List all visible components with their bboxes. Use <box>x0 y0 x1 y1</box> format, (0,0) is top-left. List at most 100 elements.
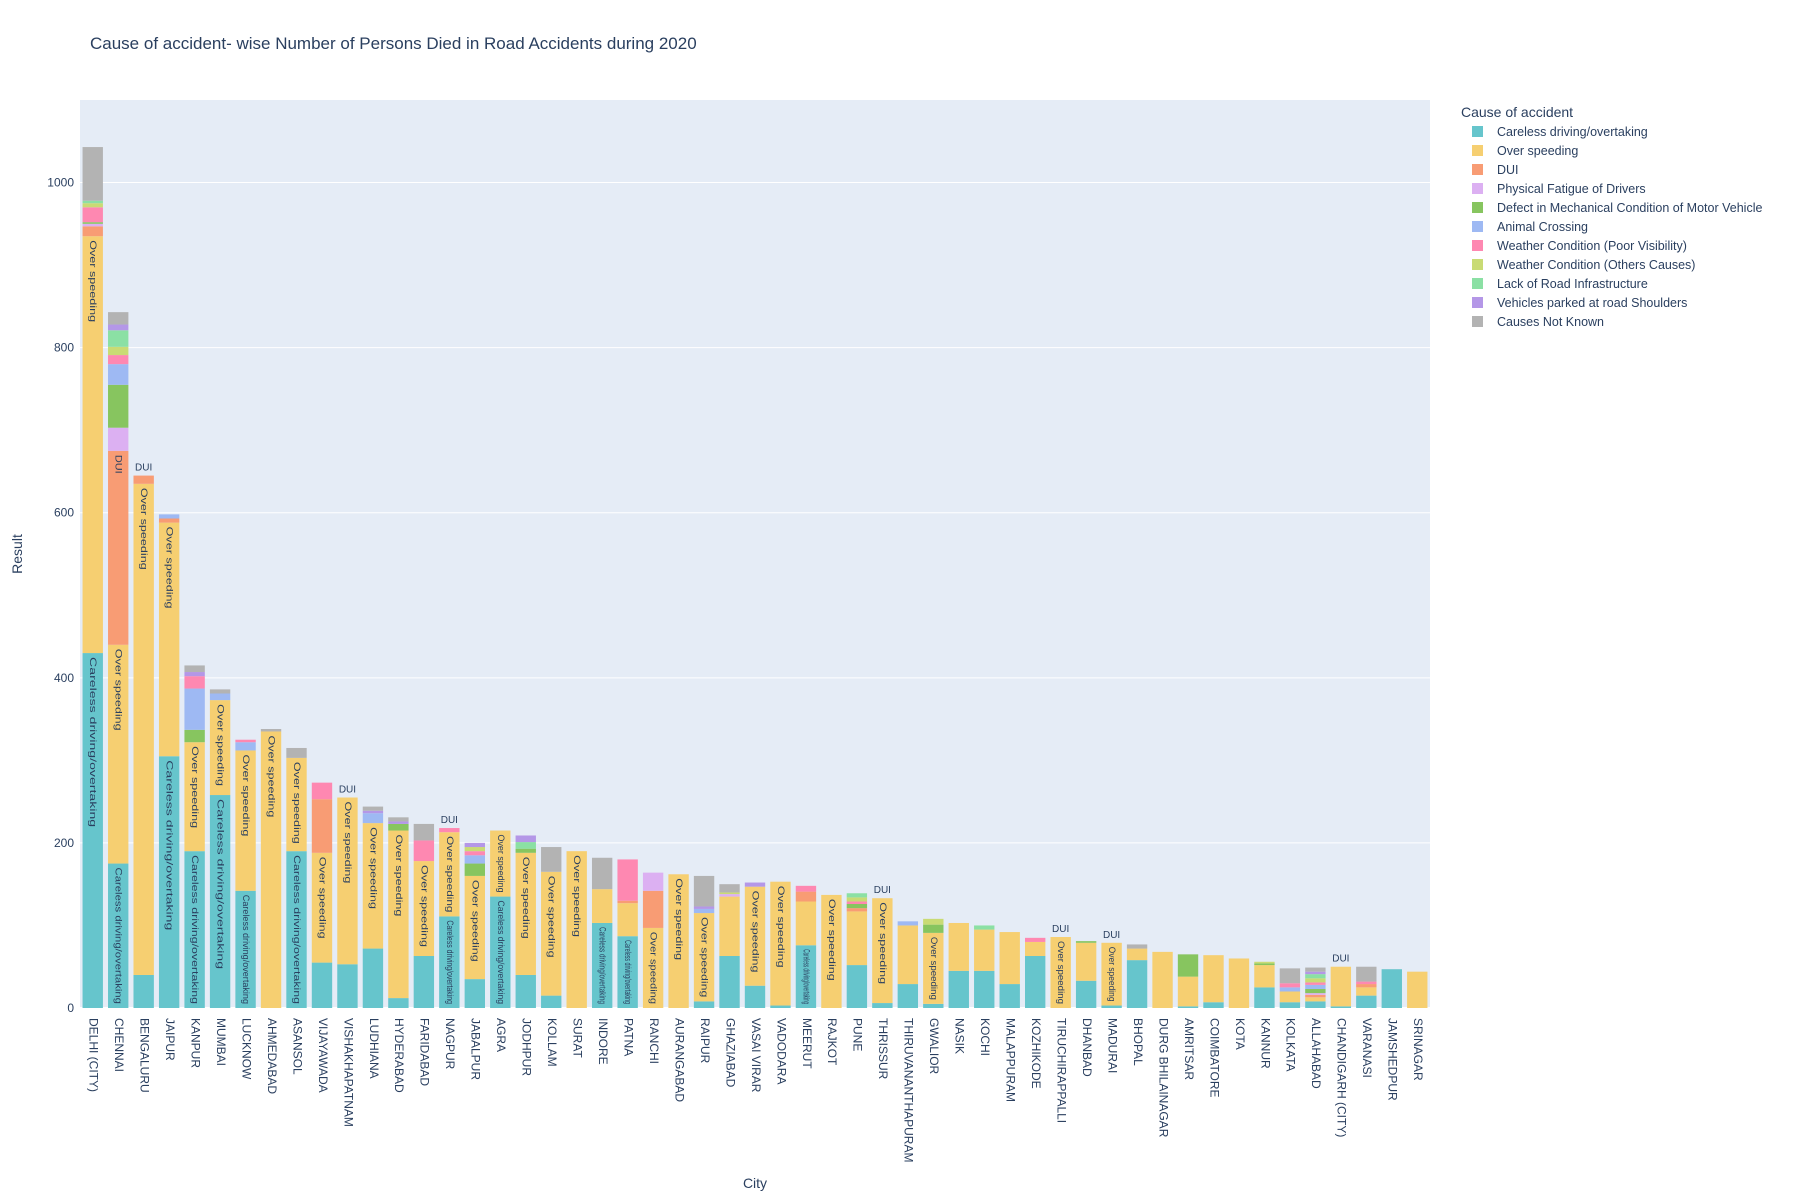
bar-gwalior-careless-driving-overtaking[interactable] <box>923 1003 944 1008</box>
legend-item-weather-condition-poor-visibility[interactable]: Weather Condition (Poor Visibility) <box>1472 236 1762 255</box>
bar-meerut-over-speeding[interactable] <box>795 901 817 946</box>
bar-thrissur-careless-driving-overtaking[interactable] <box>872 1003 893 1008</box>
bar-raipur-animal-crossing[interactable] <box>693 908 715 914</box>
bar-meerut-careless-driving-overtaking[interactable] <box>795 945 817 1008</box>
bar-dhanbad-careless-driving-overtaking[interactable] <box>1075 980 1097 1008</box>
bar-chennai-dui[interactable] <box>108 450 129 645</box>
bar-kanpur-defect-in-mechanical-condition-of-motor-vehicle[interactable] <box>184 729 205 743</box>
bar-nasik-over-speeding[interactable] <box>948 922 969 971</box>
bar-agra-careless-driving-overtaking[interactable] <box>490 896 511 1008</box>
bar-hyderabad-defect-in-mechanical-condition-of-motor-vehicle[interactable] <box>388 823 409 831</box>
bar-varanasi-causes-not-known[interactable] <box>1356 966 1377 982</box>
bar-vijayawada-dui[interactable] <box>311 799 333 853</box>
bar-ghaziabad-physical-fatigue-of-drivers[interactable] <box>719 894 740 897</box>
bar-varanasi-weather-condition-poor-visibility[interactable] <box>1356 981 1377 985</box>
bar-chennai-over-speeding[interactable] <box>108 644 129 864</box>
bar-kannur-over-speeding[interactable] <box>1254 965 1275 988</box>
bar-faridabad-over-speeding[interactable] <box>413 861 435 956</box>
bar-thiruvananthapuram-over-speeding[interactable] <box>897 925 919 985</box>
bar-gwalior-over-speeding[interactable] <box>923 932 944 1004</box>
bar-delhi-city-careless-driving-overtaking[interactable] <box>82 653 103 1008</box>
bar-kanpur-vehicles-parked-at-road-shoulders[interactable] <box>184 672 205 677</box>
bar-vijayawada-weather-condition-poor-visibility[interactable] <box>311 782 333 800</box>
bar-pune-weather-condition-poor-visibility[interactable] <box>846 901 868 904</box>
bar-gwalior-weather-condition-others-causes[interactable] <box>923 918 944 925</box>
bar-pune-dui[interactable] <box>846 908 868 912</box>
bar-ghaziabad-causes-not-known[interactable] <box>719 884 740 893</box>
bar-ludhiana-animal-crossing[interactable] <box>362 813 384 824</box>
bar-jodhpur-over-speeding[interactable] <box>515 852 536 975</box>
bar-patna-dui[interactable] <box>617 900 638 904</box>
bar-chennai-defect-in-mechanical-condition-of-motor-vehicle[interactable] <box>108 384 129 428</box>
bar-bhopal-over-speeding[interactable] <box>1126 948 1148 961</box>
bar-hyderabad-over-speeding[interactable] <box>388 830 409 999</box>
bar-bhopal-causes-not-known[interactable] <box>1126 944 1148 949</box>
bar-hyderabad-causes-not-known[interactable] <box>388 817 409 822</box>
bar-jabalpur-weather-condition-others-causes[interactable] <box>464 847 485 852</box>
bar-vadodara-over-speeding[interactable] <box>770 881 791 1006</box>
bar-mumbai-causes-not-known[interactable] <box>209 689 231 694</box>
bar-bengaluru-careless-driving-overtaking[interactable] <box>133 974 154 1008</box>
bar-chennai-weather-condition-poor-visibility[interactable] <box>108 355 129 365</box>
bar-indore-over-speeding[interactable] <box>591 889 613 923</box>
bar-kolkata-careless-driving-overtaking[interactable] <box>1279 1002 1301 1008</box>
bar-meerut-dui[interactable] <box>795 891 817 902</box>
bar-ghaziabad-careless-driving-overtaking[interactable] <box>719 955 740 1008</box>
bar-asansol-over-speeding[interactable] <box>286 757 307 852</box>
legend-item-lack-of-road-infrastructure[interactable]: Lack of Road Infrastructure <box>1472 274 1762 293</box>
bar-allahabad-dui[interactable] <box>1305 994 1326 998</box>
bar-asansol-careless-driving-overtaking[interactable] <box>286 851 307 1008</box>
bar-madurai-careless-driving-overtaking[interactable] <box>1101 1005 1122 1008</box>
bar-ludhiana-vehicles-parked-at-road-shoulders[interactable] <box>362 810 384 814</box>
legend-item-over-speeding[interactable]: Over speeding <box>1472 141 1762 160</box>
bar-ahmedabad-causes-not-known[interactable] <box>260 728 282 732</box>
bar-aurangabad-over-speeding[interactable] <box>668 874 689 1008</box>
bar-kollam-causes-not-known[interactable] <box>541 847 562 872</box>
bar-kannur-defect-in-mechanical-condition-of-motor-vehicle[interactable] <box>1254 963 1275 966</box>
bar-delhi-city-defect-in-mechanical-condition-of-motor-vehicle[interactable] <box>82 222 103 224</box>
bar-kochi-careless-driving-overtaking[interactable] <box>974 970 995 1008</box>
bar-raipur-causes-not-known[interactable] <box>693 875 715 907</box>
bar-allahabad-defect-in-mechanical-condition-of-motor-vehicle[interactable] <box>1305 989 1326 994</box>
bar-hyderabad-vehicles-parked-at-road-shoulders[interactable] <box>388 821 409 824</box>
bar-ranchi-physical-fatigue-of-drivers[interactable] <box>642 872 664 891</box>
legend-item-weather-condition-others-causes[interactable]: Weather Condition (Others Causes) <box>1472 255 1762 274</box>
bar-kollam-over-speeding[interactable] <box>541 871 562 996</box>
bar-jaipur-dui[interactable] <box>158 518 180 523</box>
bar-indore-careless-driving-overtaking[interactable] <box>591 922 613 1008</box>
bar-ghaziabad-over-speeding[interactable] <box>719 896 740 956</box>
bar-surat-over-speeding[interactable] <box>566 851 587 1008</box>
bar-pune-weather-condition-others-causes[interactable] <box>846 897 868 902</box>
bar-malappuram-over-speeding[interactable] <box>999 932 1020 985</box>
bar-tiruchirappalli-over-speeding[interactable] <box>1050 937 1071 1008</box>
bar-raipur-careless-driving-overtaking[interactable] <box>693 1001 715 1008</box>
legend-item-animal-crossing[interactable]: Animal Crossing <box>1472 217 1762 236</box>
bar-jodhpur-careless-driving-overtaking[interactable] <box>515 974 536 1008</box>
bar-ranchi-dui[interactable] <box>642 890 664 928</box>
bar-ranchi-over-speeding[interactable] <box>642 927 664 1008</box>
bar-chennai-weather-condition-others-causes[interactable] <box>108 346 129 356</box>
bar-vasai-virar-over-speeding[interactable] <box>744 886 766 986</box>
bar-lucknow-over-speeding[interactable] <box>235 750 256 891</box>
bar-dhanbad-defect-in-mechanical-condition-of-motor-vehicle[interactable] <box>1075 941 1097 943</box>
bar-raipur-vehicles-parked-at-road-shoulders[interactable] <box>693 906 715 909</box>
bar-allahabad-vehicles-parked-at-road-shoulders[interactable] <box>1305 971 1326 975</box>
bar-allahabad-weather-condition-others-causes[interactable] <box>1305 978 1326 983</box>
bar-durg-bhilainagar-over-speeding[interactable] <box>1152 951 1173 1008</box>
bar-vasai-virar-careless-driving-overtaking[interactable] <box>744 985 766 1008</box>
bar-rajkot-over-speeding[interactable] <box>821 894 842 1008</box>
bar-chandigarh-city-careless-driving-overtaking[interactable] <box>1330 1006 1352 1008</box>
bar-delhi-city-lack-of-road-infrastructure[interactable] <box>82 200 103 204</box>
bar-kolkata-causes-not-known[interactable] <box>1279 968 1301 984</box>
bar-amritsar-careless-driving-overtaking[interactable] <box>1177 1006 1199 1008</box>
bar-hyderabad-careless-driving-overtaking[interactable] <box>388 998 409 1008</box>
bar-varanasi-careless-driving-overtaking[interactable] <box>1356 995 1377 1008</box>
bar-nagpur-over-speeding[interactable] <box>439 832 460 917</box>
bar-pune-over-speeding[interactable] <box>846 911 868 966</box>
bar-kanpur-over-speeding[interactable] <box>184 742 205 852</box>
bar-chennai-physical-fatigue-of-drivers[interactable] <box>108 427 129 451</box>
bar-vasai-virar-vehicles-parked-at-road-shoulders[interactable] <box>744 882 766 887</box>
bar-malappuram-careless-driving-overtaking[interactable] <box>999 984 1020 1008</box>
bar-jodhpur-lack-of-road-infrastructure[interactable] <box>515 842 536 849</box>
bar-kanpur-animal-crossing[interactable] <box>184 688 205 730</box>
